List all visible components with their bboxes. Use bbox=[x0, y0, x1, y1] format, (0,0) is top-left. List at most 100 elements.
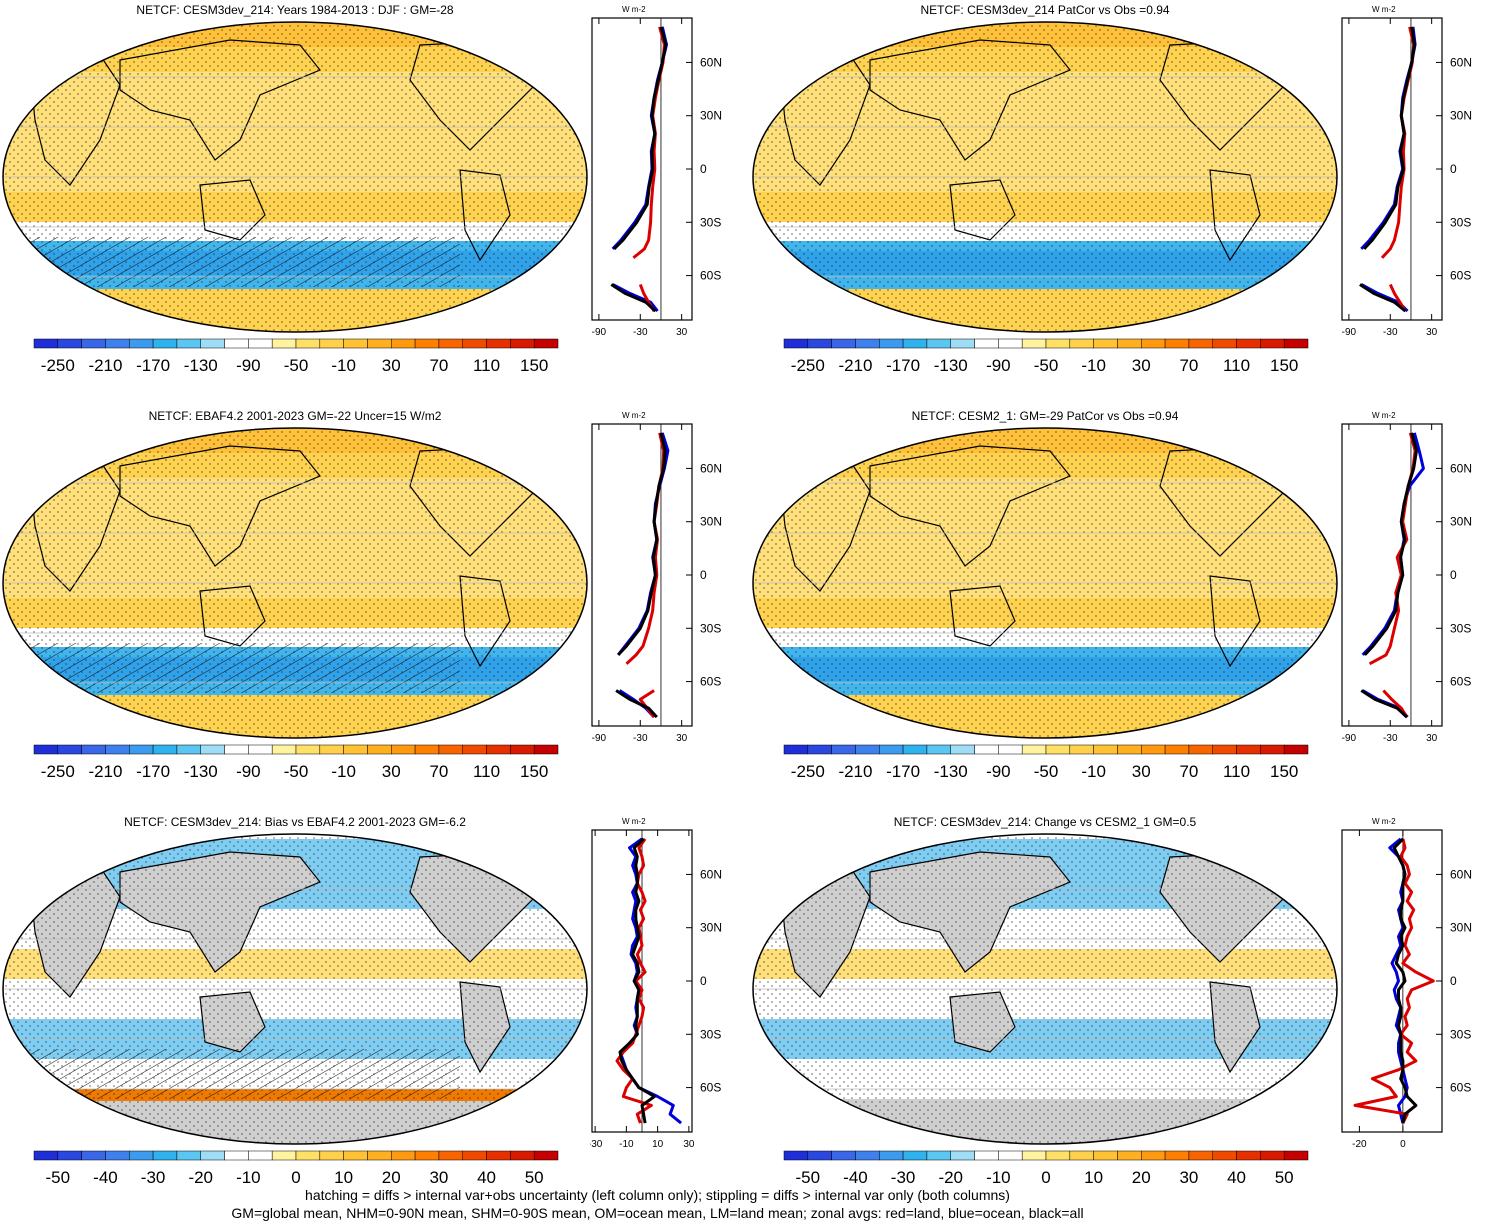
colorbar-label: 110 bbox=[473, 356, 500, 375]
colorbar-label: -210 bbox=[88, 762, 122, 781]
colorbar-swatch bbox=[1236, 1150, 1261, 1161]
colorbar-swatch bbox=[974, 1150, 999, 1161]
zonal-series-line bbox=[1353, 838, 1435, 1124]
colorbar-swatch bbox=[129, 1150, 154, 1161]
zonal-series-line bbox=[625, 432, 666, 719]
colorbar-label: 30 bbox=[382, 356, 401, 375]
colorbar-label: 70 bbox=[429, 356, 448, 375]
colorbar-swatch bbox=[950, 338, 975, 349]
colorbar-swatch bbox=[510, 1150, 535, 1161]
colorbar-label: 110 bbox=[473, 762, 500, 781]
y-tick-label: 30S bbox=[1450, 1027, 1471, 1041]
y-tick-label: 60N bbox=[700, 867, 722, 881]
unit-label: W m-2 bbox=[622, 411, 646, 420]
colorbar-swatch bbox=[367, 1150, 392, 1161]
colorbar-swatch bbox=[1236, 338, 1261, 349]
colorbar-swatch bbox=[998, 744, 1023, 755]
colorbar-label: -50 bbox=[284, 356, 309, 375]
zonal-mean-plot: W m-2 -20 0 60N 30N 0 30S 60S bbox=[1341, 817, 1472, 1150]
y-tick-label: 60N bbox=[1450, 55, 1472, 69]
y-tick-label: 30N bbox=[1450, 515, 1472, 529]
colorbar-swatch bbox=[879, 338, 904, 349]
colorbar-label: -10 bbox=[986, 1168, 1011, 1187]
colorbar-swatch bbox=[1141, 1150, 1166, 1161]
colorbar-label: 20 bbox=[382, 1168, 401, 1187]
colorbar-label: 110 bbox=[1223, 356, 1250, 375]
colorbar-label: -130 bbox=[934, 762, 968, 781]
colorbar-label: 110 bbox=[1223, 762, 1250, 781]
zonal-series-line bbox=[1360, 26, 1417, 313]
colorbar-swatch bbox=[1188, 744, 1213, 755]
colorbar-swatch bbox=[81, 1150, 106, 1161]
x-tick-label: 30 bbox=[683, 1139, 695, 1150]
zonal-mean-plot: W m-2 -90 -30 30 60N 30N 0 30S 60S bbox=[1341, 411, 1472, 744]
hatching bbox=[20, 237, 460, 287]
x-tick-label: 30 bbox=[1426, 327, 1438, 338]
colorbar-swatch bbox=[414, 1150, 440, 1161]
colorbar-swatch bbox=[1141, 338, 1166, 349]
y-tick-label: 60S bbox=[1450, 675, 1471, 689]
colorbar-label: -40 bbox=[93, 1168, 118, 1187]
colorbar-swatch bbox=[1069, 1150, 1094, 1161]
colorbar-label: -90 bbox=[236, 356, 261, 375]
colorbar-swatch bbox=[926, 338, 951, 349]
map-border bbox=[752, 833, 1338, 1145]
colorbar-label: -250 bbox=[791, 356, 825, 375]
x-tick-label: -30 bbox=[633, 327, 648, 338]
colorbar-swatch bbox=[462, 1150, 487, 1161]
colorbar-swatch bbox=[1212, 1150, 1237, 1161]
hatching bbox=[20, 643, 460, 693]
colorbar-label: 50 bbox=[1275, 1168, 1294, 1187]
colorbar-swatch bbox=[105, 338, 130, 349]
panel-title: NETCF: CESM3dev_214: Years 1984-2013 : D… bbox=[136, 3, 454, 17]
unit-label: W m-2 bbox=[1372, 411, 1396, 420]
y-tick-label: 0 bbox=[1450, 568, 1457, 582]
colorbar-swatch bbox=[33, 338, 59, 349]
colorbar-swatch bbox=[1117, 338, 1142, 349]
y-tick-label: 60S bbox=[1450, 269, 1471, 283]
hatching bbox=[20, 1049, 460, 1099]
y-tick-label: 30N bbox=[700, 109, 722, 123]
colorbar-label: 0 bbox=[1041, 1168, 1050, 1187]
colorbar-label: -170 bbox=[886, 356, 920, 375]
colorbar-swatch bbox=[1021, 744, 1047, 755]
x-tick-label: 30 bbox=[676, 733, 688, 744]
x-tick-label: -30 bbox=[1383, 733, 1398, 744]
colorbar-swatch bbox=[319, 1150, 344, 1161]
colorbar-swatch bbox=[974, 744, 999, 755]
y-tick-label: 60S bbox=[1450, 1081, 1471, 1095]
colorbar-label: -40 bbox=[843, 1168, 868, 1187]
zonal-mean-plot: W m-2 -90 -30 30 60N 30N 0 30S 60S bbox=[1341, 5, 1472, 338]
x-tick-label: -90 bbox=[592, 327, 607, 338]
colorbar-swatch bbox=[462, 338, 487, 349]
zonal-series-line bbox=[615, 432, 667, 719]
x-tick-label: -90 bbox=[1342, 327, 1357, 338]
colorbar-swatch bbox=[1188, 338, 1213, 349]
colorbar-swatch bbox=[248, 338, 273, 349]
world-map bbox=[752, 833, 1338, 1145]
colorbar-swatch bbox=[1093, 338, 1118, 349]
colorbar-label: -210 bbox=[838, 762, 872, 781]
colorbar-swatch bbox=[33, 1150, 59, 1161]
colorbar-label: -50 bbox=[46, 1168, 71, 1187]
colorbar-label: -30 bbox=[141, 1168, 166, 1187]
colorbar-swatch bbox=[176, 744, 201, 755]
unit-label: W m-2 bbox=[1372, 817, 1396, 826]
colorbar-swatch bbox=[926, 1150, 951, 1161]
panel-title: NETCF: CESM2_1: GM=-29 PatCor vs Obs =0.… bbox=[911, 409, 1179, 423]
colorbar-swatch bbox=[248, 744, 273, 755]
x-tick-label: 30 bbox=[676, 327, 688, 338]
y-tick-label: 0 bbox=[700, 162, 707, 176]
colorbar-label: -130 bbox=[934, 356, 968, 375]
colorbar-swatch bbox=[1069, 744, 1094, 755]
colorbar-swatch bbox=[57, 744, 82, 755]
colorbar-label: -20 bbox=[188, 1168, 213, 1187]
map-field bbox=[753, 428, 1337, 738]
colorbar-swatch bbox=[1164, 1150, 1190, 1161]
colorbar-swatch bbox=[438, 1150, 463, 1161]
colorbar-swatch bbox=[533, 338, 559, 349]
colorbar-swatch bbox=[200, 1150, 225, 1161]
world-map bbox=[2, 427, 588, 739]
y-tick-label: 60N bbox=[700, 55, 722, 69]
colorbar-swatch bbox=[831, 1150, 856, 1161]
